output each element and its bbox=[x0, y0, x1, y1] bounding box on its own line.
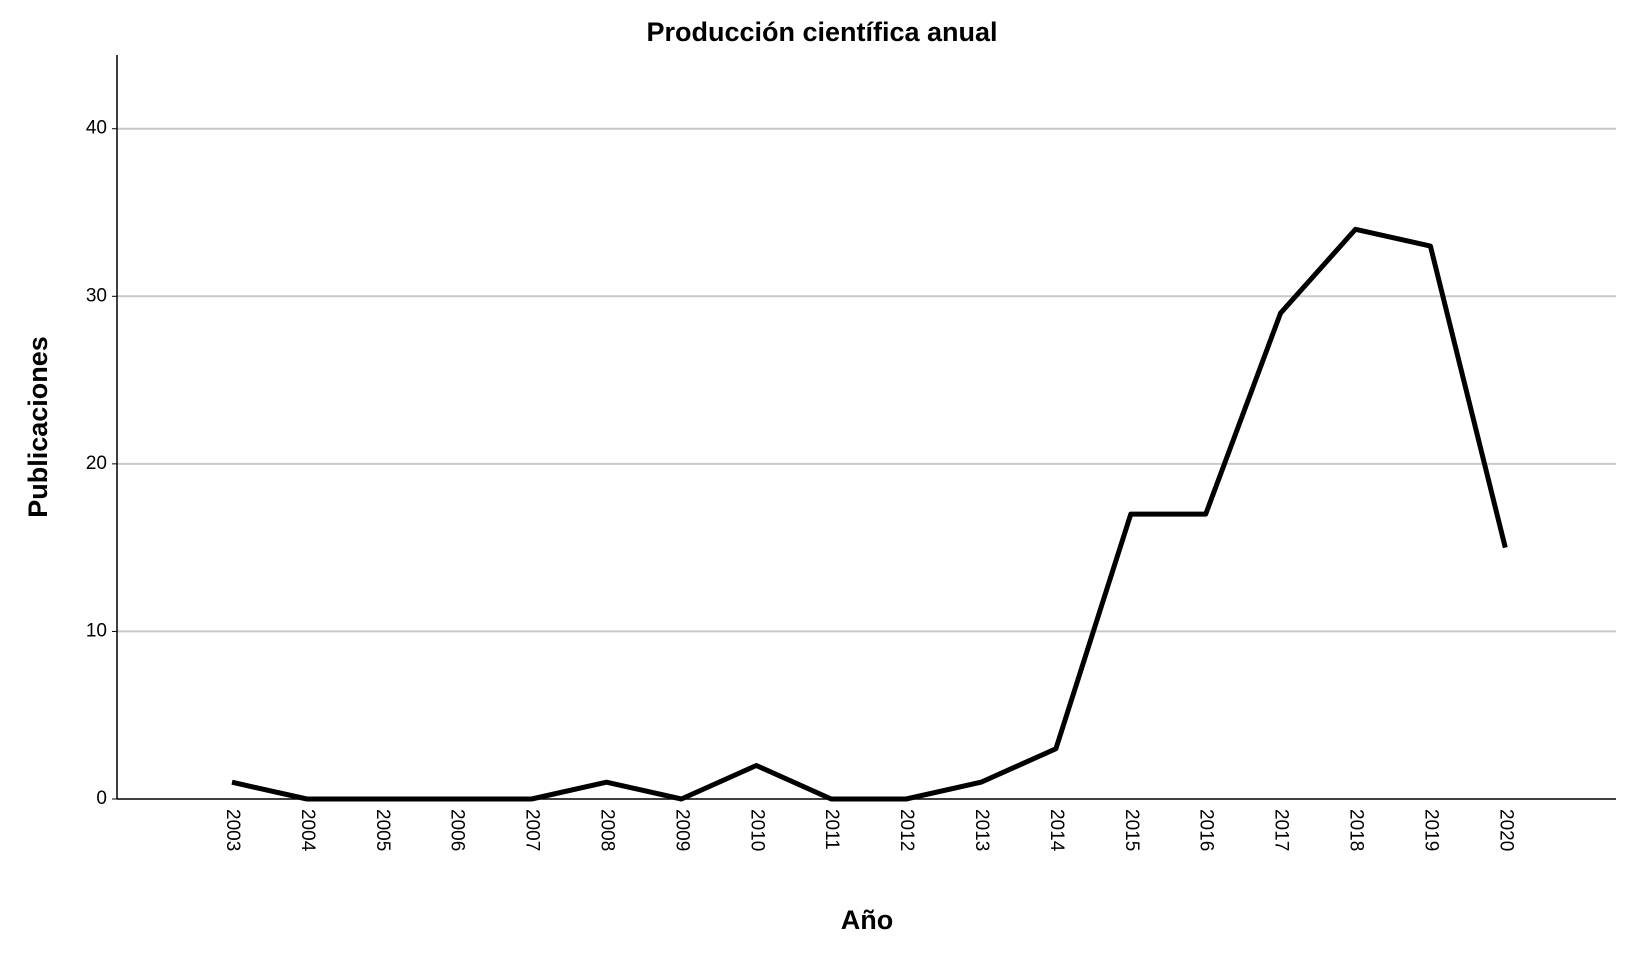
x-tick-label: 2007 bbox=[522, 809, 543, 851]
data-line bbox=[231, 226, 1508, 802]
x-tick-label: 2011 bbox=[821, 809, 842, 850]
x-tick-label: 2005 bbox=[372, 809, 393, 851]
x-tick-label: 2009 bbox=[671, 809, 692, 851]
x-tick-label: 2019 bbox=[1420, 809, 1441, 851]
x-tick-label: 2016 bbox=[1196, 809, 1217, 851]
x-tick-label: 2012 bbox=[896, 809, 917, 851]
x-tick-label: 2003 bbox=[222, 809, 243, 851]
x-tick-label: 2004 bbox=[297, 809, 318, 852]
x-tick-label: 2006 bbox=[447, 809, 468, 851]
x-axis-title: Año bbox=[841, 905, 893, 935]
chart-title: Producción científica anual bbox=[646, 17, 997, 47]
y-axis-title: Publicaciones bbox=[23, 336, 53, 518]
x-tick-label: 2018 bbox=[1345, 809, 1366, 851]
x-tick-label: 2014 bbox=[1046, 809, 1067, 852]
y-tick-label: 20 bbox=[86, 453, 107, 474]
x-tick-label: 2017 bbox=[1271, 809, 1292, 851]
y-tick-label: 40 bbox=[86, 118, 107, 139]
y-tick-label: 10 bbox=[86, 620, 107, 641]
y-tick-label: 30 bbox=[86, 285, 107, 306]
x-tick-label: 2010 bbox=[746, 809, 767, 851]
x-tick-label: 2008 bbox=[596, 809, 617, 851]
x-tick-label: 2020 bbox=[1495, 809, 1516, 851]
y-tick-label: 0 bbox=[96, 788, 107, 809]
x-tick-label: 2015 bbox=[1121, 809, 1142, 851]
x-tick-label: 2013 bbox=[971, 809, 992, 851]
